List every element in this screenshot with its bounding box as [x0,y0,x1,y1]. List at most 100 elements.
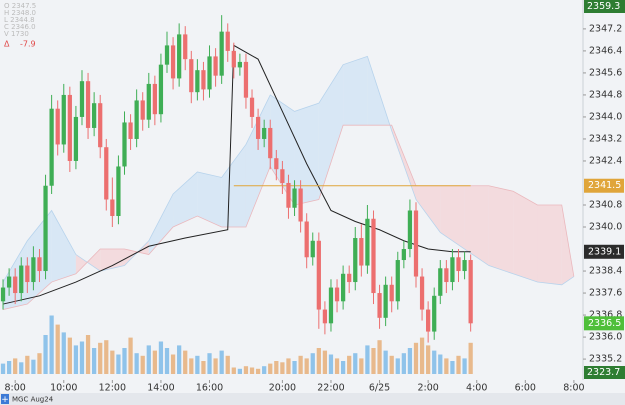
candle-body [371,218,376,294]
candle-body [340,273,346,302]
x-tick-label: 4:00 [466,383,487,394]
change-symbol: Δ [4,40,10,49]
y-tick-label: 2342.4 [589,155,622,166]
candle-body [25,265,30,283]
y-tick-label: 2344.8 [589,89,622,100]
cloud-segment [148,193,174,255]
y-tick-label: 2340.8 [589,199,622,210]
volume-bar [43,335,48,374]
candle-body [426,309,431,332]
volume-bar [262,366,267,374]
candle-body [347,273,352,283]
candle-body [286,182,291,208]
volume-bar [316,348,321,374]
x-tick-label: 16:00 [196,383,223,394]
candle-body [322,309,328,324]
price-tag-label: 2336.5 [588,318,621,329]
cloud-segment [464,185,489,266]
x-tick-label: 10:00 [50,383,77,394]
candle-body [450,257,455,283]
volume-bar [79,341,85,374]
volume-bar [213,358,218,374]
x-tick-label: 6/25 [369,383,390,394]
volume-bar [195,355,200,374]
volume-bar [456,355,461,374]
candle-body [73,116,79,161]
candle-body [183,34,188,60]
candle-body [225,31,230,51]
volume-bar [207,353,212,374]
candle-body [468,260,473,324]
x-tick-label: 8:00 [563,383,584,394]
volume-bar [359,358,364,374]
candle-body [128,122,133,139]
volume-bar [438,354,443,374]
candle-body [395,260,400,302]
volume-bar [407,348,413,374]
candle-body [61,94,66,145]
candle-body [13,276,18,294]
cloud-segment [391,125,416,200]
candle-body [280,169,285,183]
volume-bar [280,362,285,374]
ohlc-readout: V 1730 [4,30,29,38]
candle-body [359,238,364,266]
volume-bar [6,361,12,374]
volume-bar [444,358,449,374]
volume-bar [371,348,376,374]
candle-body [432,295,437,332]
volume-bar [19,362,24,374]
candle-body [164,45,170,65]
volume-bar [146,345,151,374]
volume-bar [322,350,328,374]
volume-bar [426,345,431,374]
price-tag-label: 2341.5 [588,180,621,191]
volume-bar [255,368,261,374]
cloud-segment [415,185,441,233]
ohlc-readout: L 2344.8 [4,16,35,24]
candle-body [444,268,449,283]
volume-bar [298,355,303,374]
cloud-segment [488,185,514,274]
volume-bar [395,358,400,374]
candle-body [201,70,206,90]
candle-body [85,81,91,128]
candle-body [316,240,321,310]
volume-bar [377,340,382,374]
add-tab-button[interactable] [1,394,9,404]
price-tag-label: 2339.1 [588,246,621,257]
candle-body [213,56,218,76]
volume-bar [389,355,394,374]
candle-body [55,108,60,145]
candle-body [177,34,182,79]
volume-bar [468,342,473,374]
candle-body [438,268,443,296]
ohlc-readout: O 2347.5 [4,2,36,10]
candle-body [365,218,370,266]
cloud-segment [513,191,538,283]
cloud-segment [440,185,465,250]
cloud-segment [221,144,246,228]
candle-body [122,122,127,167]
volume-bar [462,358,467,374]
candle-body [49,108,54,186]
candle-body [328,287,334,324]
volume-bar [92,348,97,374]
symbol-tab[interactable]: MGC Aug24 [12,396,54,404]
price-tag [584,316,624,331]
volume-bar [413,342,419,374]
candle-body [407,210,413,250]
candle-body [110,199,115,217]
y-tick-label: 2344.0 [589,111,622,122]
candle-body [304,221,309,258]
candle-body [413,210,419,277]
candle-body [152,83,157,115]
volume-bar [304,358,309,374]
candle-body [140,100,145,120]
candle-body [334,287,340,302]
volume-bar [237,368,243,374]
volume-bar [353,353,358,374]
volume-bar [249,367,255,374]
y-tick-label: 2335.2 [589,354,622,365]
candle-body [170,45,176,79]
